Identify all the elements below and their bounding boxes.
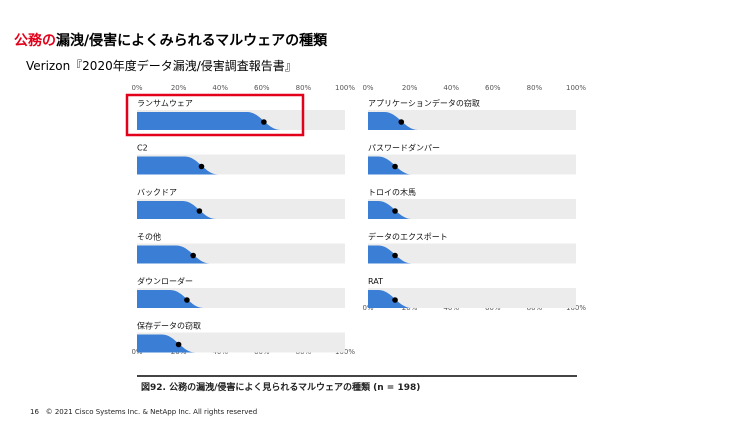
panel-area-4 — [137, 290, 204, 308]
panel-label-2: バックドア — [137, 188, 177, 197]
panel-point-10 — [392, 297, 398, 303]
x-tick-label-left-top-2: 40% — [212, 84, 228, 92]
copyright-text: © 2021 Cisco Systems Inc. & NetApp Inc. … — [45, 408, 258, 416]
panel-area-0 — [137, 112, 281, 130]
panel-track-10 — [368, 288, 576, 308]
panel-point-2 — [196, 208, 203, 214]
x-tick-label-right-top-2: 40% — [443, 84, 459, 92]
panel-label-5: 保存データの窃取 — [137, 321, 201, 331]
panel-point-9 — [392, 252, 398, 259]
page-number: 16 — [30, 408, 39, 416]
panel-label-1: C2 — [137, 144, 148, 153]
x-tick-label-right-top-3: 60% — [485, 84, 501, 92]
panel-point-0 — [261, 119, 267, 125]
panel-area-5 — [137, 334, 196, 353]
panel-label-4: ダウンローダー — [137, 276, 193, 286]
x-tick-label-left-bottom-5: 100% — [335, 348, 355, 356]
title-rest: 漏洩/侵害によくみられるマルウェアの種類 — [56, 33, 328, 49]
panel-area-8 — [368, 201, 412, 219]
page-title: 公務の漏洩/侵害によくみられるマルウェアの種類 — [14, 30, 327, 50]
panel-track-6 — [368, 110, 576, 130]
panel-area-3 — [137, 245, 210, 264]
panel-area-1 — [137, 156, 219, 175]
x-tick-label-left-top-0: 0% — [131, 84, 142, 92]
chart-caption: 図92. 公務の漏洩/侵害によく見られるマルウェアの種類 (n = 198) — [141, 383, 421, 393]
panel-track-5 — [137, 332, 345, 353]
x-tick-label-right-top-5: 100% — [566, 84, 586, 92]
panel-point-3 — [190, 252, 196, 259]
panel-area-7 — [368, 156, 412, 175]
panel-point-4 — [184, 297, 190, 303]
x-tick-label-left-top-3: 60% — [254, 84, 270, 92]
panel-point-7 — [392, 163, 398, 170]
panel-label-3: その他 — [137, 232, 161, 242]
footer: 16 © 2021 Cisco Systems Inc. & NetApp In… — [30, 408, 257, 416]
page-subtitle: Verizon『2020年度データ漏洩/侵害調査報告書』 — [26, 59, 297, 73]
panel-area-6 — [368, 112, 418, 130]
panel-area-10 — [368, 290, 412, 308]
caption-divider — [137, 375, 577, 377]
panel-label-7: パスワードダンパー — [368, 143, 440, 153]
panel-label-8: トロイの木馬 — [368, 187, 416, 197]
panel-area-2 — [137, 201, 217, 219]
panel-area-9 — [368, 245, 412, 264]
panel-point-8 — [392, 208, 398, 214]
x-tick-label-right-bottom-5: 100% — [566, 304, 586, 312]
highlight-box — [125, 93, 305, 137]
panel-track-7 — [368, 154, 576, 175]
x-tick-label-left-top-1: 20% — [171, 84, 187, 92]
panel-point-1 — [198, 163, 205, 170]
x-tick-label-left-top-4: 80% — [296, 84, 312, 92]
x-tick-label-right-top-4: 80% — [527, 84, 543, 92]
title-highlight: 公務の — [14, 33, 56, 49]
panel-track-8 — [368, 199, 576, 219]
x-tick-label-left-top-5: 100% — [335, 84, 355, 92]
panel-point-5 — [175, 341, 182, 348]
panel-label-9: データのエクスポート — [368, 232, 448, 242]
x-tick-label-right-top-0: 0% — [362, 84, 373, 92]
panel-label-6: アプリケーションデータの窃取 — [368, 98, 480, 108]
panel-track-9 — [368, 243, 576, 264]
panel-label-10: RAT — [368, 277, 383, 286]
x-tick-label-right-top-1: 20% — [402, 84, 418, 92]
panel-point-6 — [398, 119, 405, 125]
panel-label-0: ランサムウェア — [137, 99, 193, 108]
